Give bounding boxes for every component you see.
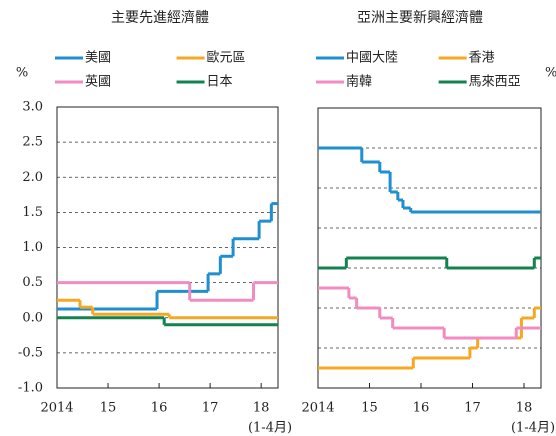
legend-label: 香港	[469, 51, 495, 66]
x-tick-label: 16	[151, 401, 168, 416]
y-axis-label: %	[16, 66, 28, 81]
legend-label: 中國大陸	[346, 50, 398, 66]
x-tick-label: 2014	[301, 401, 334, 416]
y-tick-label: 1.0	[22, 240, 43, 255]
plot-frame	[317, 107, 542, 389]
x-tick-label: 15	[100, 401, 117, 416]
x-tick-label: 15	[361, 401, 378, 416]
y-tick-label: 2.5	[22, 135, 43, 150]
y-tick-label: -1.0	[18, 381, 43, 396]
x-tick-label: 18	[253, 401, 270, 416]
annotation: (1-4月)	[511, 421, 555, 436]
x-tick-label: 16	[413, 401, 430, 416]
x-tick-label: 2014	[40, 401, 73, 416]
legend-label: 美國	[85, 51, 111, 66]
chart-title: 主要先進經濟體	[111, 10, 209, 26]
legend-label: 日本	[207, 75, 233, 90]
x-tick-label: 17	[202, 401, 219, 416]
x-tick-label: 18	[516, 401, 533, 416]
y-tick-label: 1.5	[22, 205, 43, 220]
y-tick-label: 3.0	[22, 100, 43, 115]
legend-label: 南韓	[346, 74, 372, 90]
y-tick-label: 0.0	[22, 310, 43, 325]
legend-label: 英國	[85, 75, 111, 90]
chart-title: 亞洲主要新興經濟體	[357, 10, 483, 26]
x-tick-label: 17	[464, 401, 481, 416]
y-axis-label: %	[545, 66, 556, 81]
y-tick-label: 0.5	[22, 275, 43, 290]
legend-label: 歐元區	[207, 51, 246, 66]
y-tick-label: 2.0	[22, 170, 43, 185]
legend-label: 馬來西亞	[469, 75, 521, 90]
y-tick-label: -0.5	[18, 345, 43, 360]
annotation: (1-4月)	[248, 421, 292, 436]
plot-frame	[56, 106, 279, 389]
